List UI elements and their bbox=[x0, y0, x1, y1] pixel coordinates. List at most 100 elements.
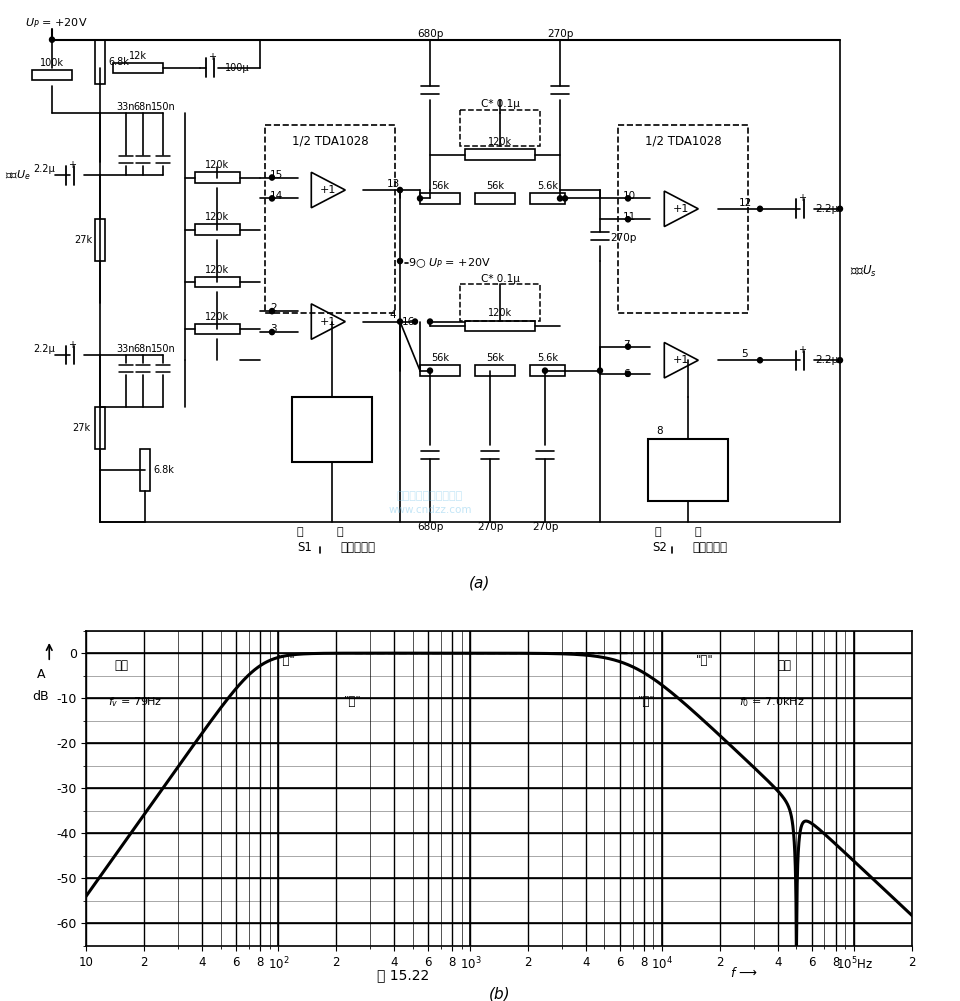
Text: 6.8k: 6.8k bbox=[153, 464, 174, 474]
Bar bbox=[465, 149, 535, 160]
Text: 12: 12 bbox=[738, 197, 752, 207]
Text: 噪声: 噪声 bbox=[778, 659, 792, 672]
Text: 68n: 68n bbox=[133, 343, 153, 353]
Bar bbox=[420, 365, 460, 376]
Text: S1: S1 bbox=[298, 541, 312, 554]
Bar bbox=[195, 323, 240, 334]
Text: +1: +1 bbox=[673, 355, 689, 365]
Text: 13: 13 bbox=[386, 179, 399, 189]
Circle shape bbox=[563, 196, 567, 201]
Text: dB: dB bbox=[33, 690, 49, 703]
Text: $U_P$ = +20V: $U_P$ = +20V bbox=[25, 16, 87, 30]
Text: 2: 2 bbox=[270, 303, 276, 313]
Bar bbox=[460, 284, 540, 320]
Text: 15: 15 bbox=[270, 170, 283, 180]
Bar bbox=[475, 193, 515, 203]
Text: 3: 3 bbox=[270, 324, 276, 334]
Circle shape bbox=[270, 196, 275, 201]
Circle shape bbox=[50, 37, 55, 42]
Bar bbox=[475, 365, 515, 376]
Text: 120k: 120k bbox=[205, 160, 229, 170]
Text: S2: S2 bbox=[653, 541, 667, 554]
Text: 2.2µ: 2.2µ bbox=[34, 343, 55, 353]
Bar bbox=[265, 125, 395, 313]
Bar bbox=[140, 449, 150, 490]
Text: 断: 断 bbox=[337, 528, 344, 538]
Circle shape bbox=[626, 196, 631, 201]
Text: "通": "通" bbox=[344, 695, 362, 708]
Text: +1: +1 bbox=[320, 185, 337, 195]
Circle shape bbox=[270, 329, 275, 334]
Text: "断": "断" bbox=[696, 655, 714, 668]
Text: +1: +1 bbox=[320, 316, 337, 326]
Text: 噪音滤波器: 噪音滤波器 bbox=[692, 541, 727, 554]
Circle shape bbox=[397, 187, 402, 192]
Text: +: + bbox=[798, 344, 806, 354]
Text: 270p: 270p bbox=[547, 29, 573, 39]
Text: www.cndzz.com: www.cndzz.com bbox=[388, 505, 471, 515]
Text: 输出$U_s$: 输出$U_s$ bbox=[850, 264, 876, 279]
Bar bbox=[292, 396, 372, 461]
Text: 输入$U_e$: 输入$U_e$ bbox=[5, 168, 31, 182]
Text: 14: 14 bbox=[270, 191, 283, 201]
Circle shape bbox=[626, 216, 631, 222]
Text: +: + bbox=[798, 193, 806, 203]
Text: 6: 6 bbox=[623, 368, 630, 378]
Text: 27k: 27k bbox=[74, 235, 92, 245]
Text: 33n: 33n bbox=[117, 101, 135, 111]
Text: 12k: 12k bbox=[129, 51, 147, 60]
Text: 680p: 680p bbox=[417, 523, 444, 533]
Text: 11: 11 bbox=[623, 212, 636, 222]
Text: +: + bbox=[68, 160, 76, 170]
Text: 27k: 27k bbox=[72, 423, 90, 433]
Text: 33n: 33n bbox=[117, 343, 135, 353]
Bar bbox=[195, 276, 240, 287]
Text: 270p: 270p bbox=[477, 523, 503, 533]
Circle shape bbox=[837, 357, 843, 362]
Bar bbox=[95, 219, 105, 261]
Text: 56k: 56k bbox=[486, 353, 504, 363]
Text: $f_0$ = 7.0kHz: $f_0$ = 7.0kHz bbox=[738, 695, 804, 709]
Text: 120k: 120k bbox=[205, 212, 229, 222]
Text: 56k: 56k bbox=[486, 181, 504, 191]
Text: 120k: 120k bbox=[488, 137, 512, 147]
Bar bbox=[530, 193, 565, 203]
Text: 通: 通 bbox=[655, 528, 661, 538]
Circle shape bbox=[413, 319, 418, 324]
Circle shape bbox=[418, 196, 422, 201]
Text: +: + bbox=[208, 52, 216, 62]
Text: 5: 5 bbox=[742, 349, 748, 359]
Text: 56k: 56k bbox=[431, 353, 449, 363]
Circle shape bbox=[626, 344, 631, 349]
Text: 6.8k: 6.8k bbox=[108, 57, 129, 67]
Text: 杂声: 杂声 bbox=[114, 659, 129, 672]
Text: (a): (a) bbox=[469, 576, 491, 591]
Bar bbox=[530, 365, 565, 376]
Text: 2.2µ: 2.2µ bbox=[34, 164, 55, 174]
Bar bbox=[32, 70, 72, 80]
Circle shape bbox=[757, 357, 762, 362]
Circle shape bbox=[558, 196, 563, 201]
Text: A: A bbox=[36, 668, 45, 681]
Bar bbox=[113, 63, 163, 73]
Circle shape bbox=[757, 206, 762, 211]
Text: C* 0.1µ: C* 0.1µ bbox=[481, 274, 519, 284]
Text: 1/2 TDA1028: 1/2 TDA1028 bbox=[292, 134, 369, 147]
Bar bbox=[195, 224, 240, 235]
Text: 通: 通 bbox=[297, 528, 303, 538]
Bar bbox=[195, 172, 240, 183]
Text: 9○ $U_P$ = +20V: 9○ $U_P$ = +20V bbox=[408, 256, 491, 270]
Text: (b): (b) bbox=[489, 987, 510, 1001]
Text: +1: +1 bbox=[673, 204, 689, 214]
Text: 4: 4 bbox=[390, 310, 396, 320]
Circle shape bbox=[427, 319, 433, 324]
Text: "断": "断" bbox=[278, 655, 296, 668]
Text: C* 0.1µ: C* 0.1µ bbox=[481, 99, 519, 109]
Bar bbox=[618, 125, 748, 313]
Bar bbox=[95, 407, 105, 449]
Circle shape bbox=[626, 371, 631, 376]
Circle shape bbox=[397, 258, 402, 263]
Circle shape bbox=[542, 368, 547, 373]
Circle shape bbox=[270, 175, 275, 180]
Circle shape bbox=[270, 308, 275, 313]
